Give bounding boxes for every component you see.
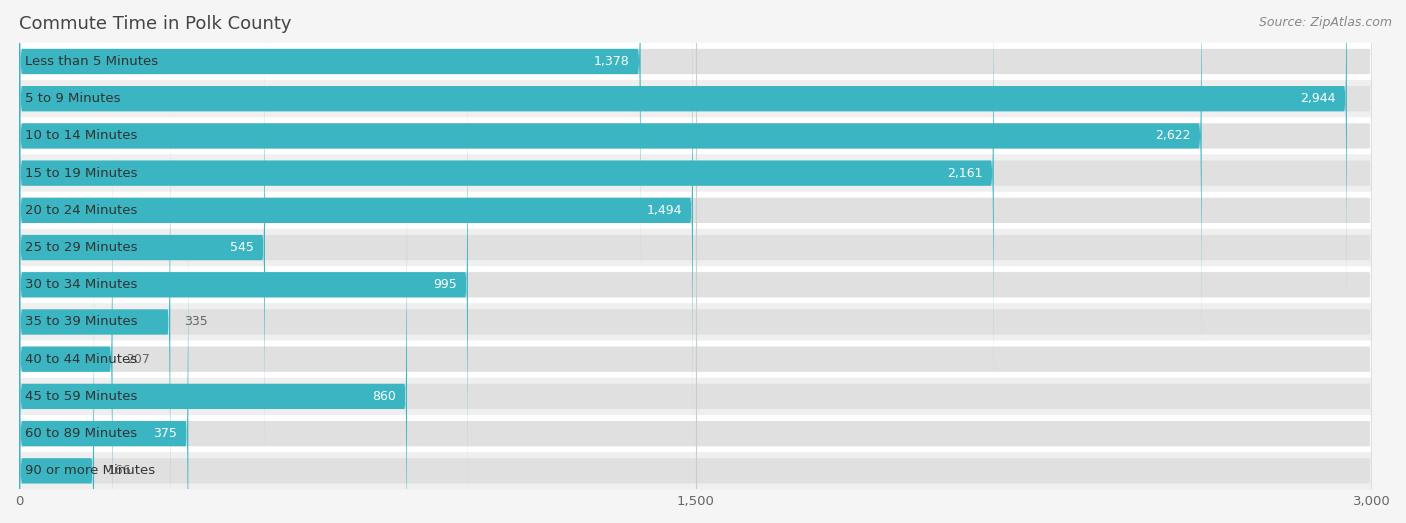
FancyBboxPatch shape [20,0,1372,272]
FancyBboxPatch shape [20,154,1372,192]
Text: 25 to 29 Minutes: 25 to 29 Minutes [24,241,138,254]
Text: 2,622: 2,622 [1154,129,1191,142]
FancyBboxPatch shape [20,0,1372,421]
Text: 45 to 59 Minutes: 45 to 59 Minutes [24,390,136,403]
FancyBboxPatch shape [20,117,1372,154]
FancyBboxPatch shape [20,43,1372,80]
FancyBboxPatch shape [20,223,1372,523]
FancyBboxPatch shape [20,303,1372,340]
FancyBboxPatch shape [20,149,112,523]
Text: 545: 545 [229,241,253,254]
Text: 2,161: 2,161 [948,167,983,179]
FancyBboxPatch shape [20,192,1372,229]
FancyBboxPatch shape [20,111,1372,523]
Text: 375: 375 [153,427,177,440]
Text: 10 to 14 Minutes: 10 to 14 Minutes [24,129,136,142]
FancyBboxPatch shape [20,37,1372,458]
Text: 207: 207 [127,353,150,366]
FancyBboxPatch shape [20,0,641,272]
FancyBboxPatch shape [20,0,1202,347]
FancyBboxPatch shape [20,0,1372,384]
Text: 1,378: 1,378 [593,55,630,68]
Text: 1,494: 1,494 [647,204,682,217]
FancyBboxPatch shape [20,0,994,384]
Text: 860: 860 [371,390,395,403]
FancyBboxPatch shape [20,80,1372,117]
Text: Source: ZipAtlas.com: Source: ZipAtlas.com [1258,16,1392,29]
Text: 90 or more Minutes: 90 or more Minutes [24,464,155,477]
Text: 5 to 9 Minutes: 5 to 9 Minutes [24,92,120,105]
FancyBboxPatch shape [20,0,1372,347]
FancyBboxPatch shape [20,0,1347,309]
Text: 30 to 34 Minutes: 30 to 34 Minutes [24,278,136,291]
FancyBboxPatch shape [20,74,1372,495]
FancyBboxPatch shape [20,260,94,523]
FancyBboxPatch shape [20,452,1372,490]
FancyBboxPatch shape [20,229,1372,266]
Text: 995: 995 [433,278,457,291]
Text: 166: 166 [108,464,131,477]
Text: Less than 5 Minutes: Less than 5 Minutes [24,55,157,68]
Text: 40 to 44 Minutes: 40 to 44 Minutes [24,353,136,366]
Text: 20 to 24 Minutes: 20 to 24 Minutes [24,204,136,217]
Text: 2,944: 2,944 [1301,92,1336,105]
FancyBboxPatch shape [20,378,1372,415]
Text: Commute Time in Polk County: Commute Time in Polk County [20,15,291,33]
FancyBboxPatch shape [20,0,693,421]
FancyBboxPatch shape [20,223,188,523]
FancyBboxPatch shape [20,186,406,523]
FancyBboxPatch shape [20,111,170,523]
FancyBboxPatch shape [20,340,1372,378]
FancyBboxPatch shape [20,260,1372,523]
Text: 335: 335 [184,315,208,328]
FancyBboxPatch shape [20,415,1372,452]
Text: 15 to 19 Minutes: 15 to 19 Minutes [24,167,138,179]
FancyBboxPatch shape [20,149,1372,523]
FancyBboxPatch shape [20,0,1372,309]
Text: 35 to 39 Minutes: 35 to 39 Minutes [24,315,138,328]
FancyBboxPatch shape [20,74,468,495]
FancyBboxPatch shape [20,186,1372,523]
Text: 60 to 89 Minutes: 60 to 89 Minutes [24,427,136,440]
FancyBboxPatch shape [20,37,264,458]
FancyBboxPatch shape [20,266,1372,303]
